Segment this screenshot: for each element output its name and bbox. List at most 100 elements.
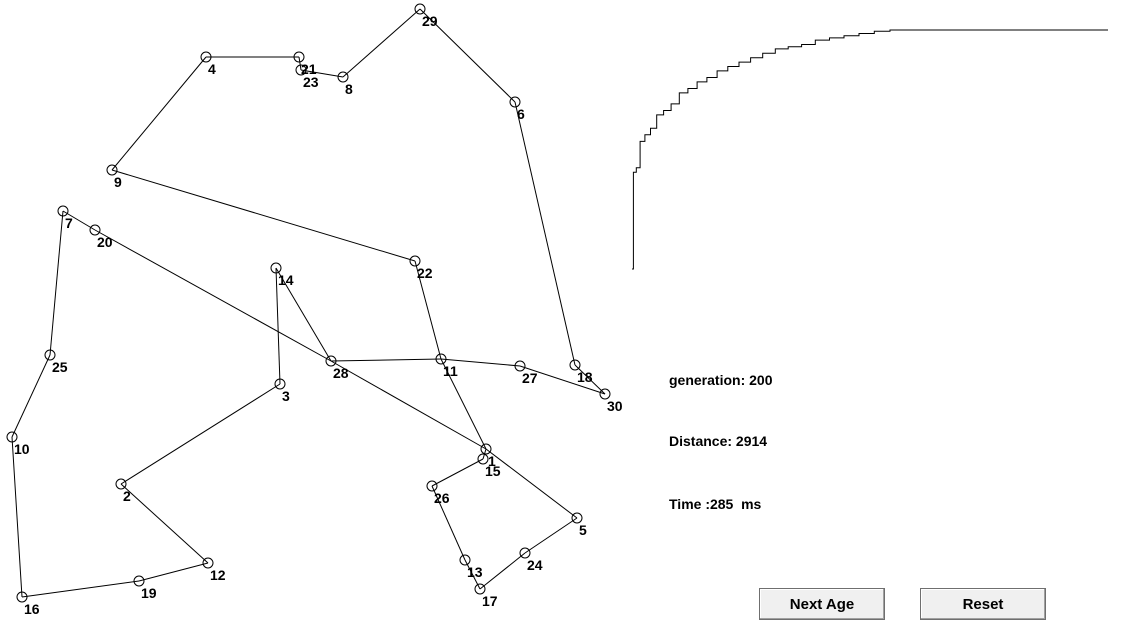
- city-node-4: [200, 51, 212, 63]
- tour-edge: [431, 485, 466, 561]
- tour-edge: [330, 360, 487, 450]
- city-label-23: 23: [303, 74, 319, 90]
- city-label-1: 1: [488, 453, 496, 469]
- city-label-3: 3: [282, 388, 290, 404]
- city-label-13: 13: [467, 564, 483, 580]
- city-label-29: 29: [422, 13, 438, 29]
- city-node-11: [435, 353, 447, 365]
- tour-edge: [300, 69, 344, 78]
- city-label-4: 4: [208, 61, 216, 77]
- city-label-19: 19: [141, 585, 157, 601]
- city-node-20: [89, 224, 101, 236]
- tour-edge: [138, 562, 209, 582]
- reset-button[interactable]: Reset: [920, 588, 1046, 620]
- city-node-28: [325, 355, 337, 367]
- city-node-27: [514, 360, 526, 372]
- city-node-25: [44, 349, 56, 361]
- city-label-7: 7: [65, 215, 73, 231]
- tour-edge: [519, 365, 606, 395]
- city-node-19: [133, 575, 145, 587]
- city-node-29: [414, 3, 426, 15]
- city-node-23: [295, 64, 307, 76]
- tour-edge: [330, 358, 442, 362]
- city-label-9: 9: [114, 174, 122, 190]
- city-node-30: [599, 388, 611, 400]
- city-node-24: [519, 547, 531, 559]
- tour-edge: [62, 210, 96, 231]
- city-label-27: 27: [522, 370, 538, 386]
- generation-label: generation: 200: [669, 372, 773, 388]
- tour-edge: [479, 552, 526, 590]
- tour-edge: [574, 364, 606, 395]
- city-label-6: 6: [517, 106, 525, 122]
- convergence-curve: [632, 29, 1108, 270]
- city-label-14: 14: [278, 272, 294, 288]
- city-node-16: [16, 591, 28, 603]
- city-label-17: 17: [482, 593, 498, 609]
- city-node-12: [202, 557, 214, 569]
- tour-edge: [275, 267, 281, 385]
- tour-edge: [111, 56, 207, 171]
- tour-edge: [524, 517, 578, 554]
- tour-edge: [440, 358, 521, 367]
- distance-label: Distance: 2914: [669, 433, 768, 449]
- tour-edge: [11, 354, 51, 438]
- city-node-13: [459, 554, 471, 566]
- city-label-5: 5: [579, 522, 587, 538]
- city-node-5: [571, 512, 583, 524]
- next-age-button[interactable]: Next Age: [759, 588, 885, 620]
- tour-edge: [49, 210, 64, 356]
- tour-edge: [514, 101, 576, 366]
- city-node-6: [509, 96, 521, 108]
- city-node-15: [477, 453, 489, 465]
- city-node-21: [293, 51, 305, 63]
- tour-edge: [431, 458, 484, 487]
- city-node-9: [106, 164, 118, 176]
- city-node-17: [474, 583, 486, 595]
- tour-edge: [342, 8, 421, 78]
- tour-edge: [275, 267, 332, 362]
- city-label-22: 22: [417, 265, 433, 281]
- city-label-8: 8: [345, 81, 353, 97]
- city-label-18: 18: [577, 369, 593, 385]
- city-label-20: 20: [97, 234, 113, 250]
- city-label-12: 12: [210, 567, 226, 583]
- city-label-2: 2: [123, 488, 131, 504]
- city-node-3: [274, 378, 286, 390]
- city-node-1: [480, 443, 492, 455]
- city-label-30: 30: [607, 398, 623, 414]
- tour-edges: [11, 8, 606, 598]
- tour-edge: [485, 448, 578, 519]
- city-node-7: [57, 205, 69, 217]
- tour-edge: [11, 436, 23, 598]
- city-label-26: 26: [434, 490, 450, 506]
- city-node-10: [6, 431, 18, 443]
- city-node-14: [270, 262, 282, 274]
- tour-edge: [94, 229, 332, 362]
- city-node-8: [337, 71, 349, 83]
- city-label-25: 25: [52, 359, 68, 375]
- city-node-22: [409, 255, 421, 267]
- city-node-26: [426, 480, 438, 492]
- city-label-11: 11: [443, 363, 458, 379]
- tour-edge: [120, 483, 209, 564]
- city-nodes: [6, 3, 611, 603]
- tour-edge: [111, 169, 416, 262]
- city-label-24: 24: [527, 557, 543, 573]
- city-label-16: 16: [24, 601, 40, 617]
- time-label: Time :285 ms: [669, 496, 762, 512]
- city-label-15: 15: [485, 463, 501, 479]
- tour-edge: [21, 580, 140, 598]
- city-node-2: [115, 478, 127, 490]
- tour-edge: [120, 383, 281, 485]
- city-label-21: 21: [301, 61, 317, 77]
- tour-edge: [298, 56, 302, 71]
- tour-edge: [414, 260, 442, 360]
- city-node-18: [569, 359, 581, 371]
- city-label-28: 28: [333, 365, 349, 381]
- city-label-10: 10: [14, 441, 30, 457]
- tour-edge: [440, 358, 487, 450]
- tour-edge: [419, 8, 516, 103]
